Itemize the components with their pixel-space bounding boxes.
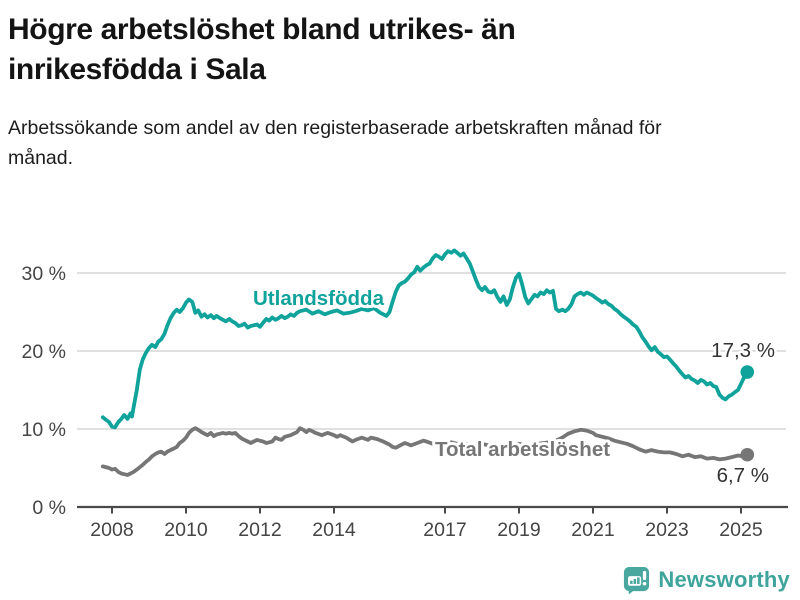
series-end-dot-total-arbetsl-shet xyxy=(740,447,755,462)
x-tick-label-2021: 2021 xyxy=(571,519,614,541)
y-tick-label-20: 20 % xyxy=(22,341,66,363)
x-tick-label-2023: 2023 xyxy=(645,519,688,541)
y-tick-label-0: 0 % xyxy=(32,497,66,519)
gridlines-layer xyxy=(77,272,786,430)
x-tick-label-2010: 2010 xyxy=(164,519,208,541)
series-layer xyxy=(100,248,755,477)
series-label-total-arbetsl-shet: Total arbetslöshet xyxy=(435,438,610,461)
x-axis: 0 % 10 % 20 % 30 % 2008 2010 2012 2014 2017 2019 2… xyxy=(22,263,788,541)
series-end-dot-utlandsf-dda xyxy=(740,365,755,379)
chart-subtitle: Arbetssökande som andel av den registerb… xyxy=(8,117,662,170)
page-title: Högre arbetslöshet bland utrikes- än inr… xyxy=(8,13,516,86)
x-tick-label-2019: 2019 xyxy=(497,519,540,541)
newsworthy-brand-text: Newsworthy xyxy=(658,567,790,592)
newsworthy-logo-icon xyxy=(624,566,650,595)
annotation-layer: Utlandsfödda 17,3 % Total arbetslöshet 6,7 … xyxy=(250,284,778,490)
x-tick-label-2025: 2025 xyxy=(719,519,763,541)
series-label-utlandsf-dda: Utlandsfödda xyxy=(253,287,385,310)
x-tick-label-2014: 2014 xyxy=(312,519,356,541)
chart-header: Högre arbetslöshet bland utrikes- än inr… xyxy=(8,4,796,174)
series-line-total-arbetsl-shet xyxy=(100,426,750,477)
x-tick-label-2017: 2017 xyxy=(423,519,466,541)
newsworthy-brand-link[interactable]: Newsworthy xyxy=(622,565,790,595)
end-value-label-total-arbetsl-shet: 6,7 % xyxy=(717,464,769,487)
x-tick-label-2008: 2008 xyxy=(90,519,133,541)
y-tick-label-10: 10 % xyxy=(22,419,66,441)
series-line-utlandsf-dda xyxy=(100,248,750,430)
end-value-label-utlandsf-dda: 17,3 % xyxy=(711,339,775,362)
y-tick-label-30: 30 % xyxy=(22,263,66,285)
x-tick-label-2012: 2012 xyxy=(238,519,281,541)
